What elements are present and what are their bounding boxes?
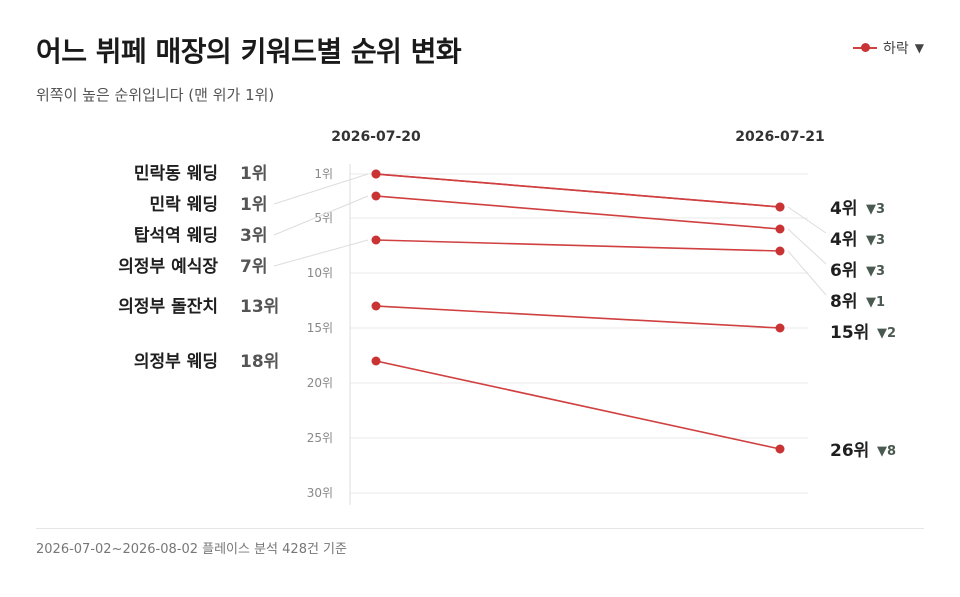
series-name-label: 탑석역 웨딩 (134, 225, 218, 246)
series-line (375, 195, 781, 230)
left-leader-line (273, 239, 369, 267)
end-rank-label: 8위 (830, 292, 857, 312)
start-rank-label: 13위 (240, 297, 279, 317)
legend-line-swatch (853, 43, 877, 52)
rank-change-label: ▼3 (866, 264, 885, 279)
right-leader-line (787, 206, 827, 234)
series-line (375, 360, 781, 450)
point-end (775, 444, 785, 454)
y-tick-label: 1위 (314, 167, 333, 181)
point-start (371, 235, 381, 245)
right-leader-line (787, 250, 827, 296)
series-name-label: 의정부 돌잔치 (118, 297, 218, 317)
footer-divider (36, 528, 924, 529)
right-leader-line (787, 228, 827, 265)
y-tick-label: 15위 (307, 321, 333, 335)
series-name-label: 의정부 웨딩 (134, 352, 218, 372)
point-start (371, 191, 381, 201)
left-leader-line (273, 195, 369, 236)
point-end (775, 323, 785, 333)
y-tick-label: 30위 (307, 486, 333, 500)
left-leader-line (273, 173, 369, 205)
y-tick-label: 25위 (307, 431, 333, 445)
rank-change-label: ▼2 (877, 326, 896, 341)
y-tick-label: 5위 (314, 211, 333, 225)
end-rank-label: 6위 (830, 261, 857, 281)
y-tick-label: 10위 (307, 266, 333, 280)
rank-change-label: ▼1 (866, 295, 885, 310)
series-line (375, 173, 781, 208)
end-rank-label: 4위 (830, 199, 857, 219)
end-rank-label: 15위 (830, 323, 869, 343)
rank-change-label: ▼8 (877, 444, 896, 459)
point-end (775, 246, 785, 256)
point-end (775, 202, 785, 212)
y-tick-label: 20위 (307, 376, 333, 390)
series-name-label: 민락 웨딩 (150, 195, 218, 215)
chart-subtitle: 위쪽이 높은 순위입니다 (맨 위가 1위) (36, 86, 275, 104)
legend: 하락 ▼ (853, 38, 924, 58)
start-rank-label: 7위 (240, 257, 267, 277)
footer-note: 2026-07-02~2026-08-02 플레이스 분석 428건 기준 (36, 542, 347, 557)
end-rank-label: 4위 (830, 230, 857, 250)
legend-down-icon: ▼ (914, 41, 924, 55)
start-rank-label: 1위 (240, 195, 267, 215)
point-start (371, 356, 381, 366)
chart-title: 어느 뷔페 매장의 키워드별 순위 변화 (36, 35, 462, 68)
point-end (775, 224, 785, 234)
series-line (375, 305, 781, 329)
point-start (371, 301, 381, 311)
rank-change-label: ▼3 (866, 202, 885, 217)
legend-label: 하락 (883, 41, 909, 57)
rank-change-label: ▼3 (866, 233, 885, 248)
start-rank-label: 3위 (240, 226, 267, 246)
series-line (375, 239, 781, 252)
series-name-label: 의정부 예식장 (118, 257, 218, 277)
end-rank-label: 26위 (830, 441, 869, 461)
point-start (371, 169, 381, 179)
start-rank-label: 18위 (240, 352, 279, 372)
start-rank-label: 1위 (240, 164, 267, 184)
x-label-end: 2026-07-21 (735, 129, 825, 145)
x-label-start: 2026-07-20 (331, 129, 421, 145)
series-name-label: 민락동 웨딩 (134, 164, 218, 184)
